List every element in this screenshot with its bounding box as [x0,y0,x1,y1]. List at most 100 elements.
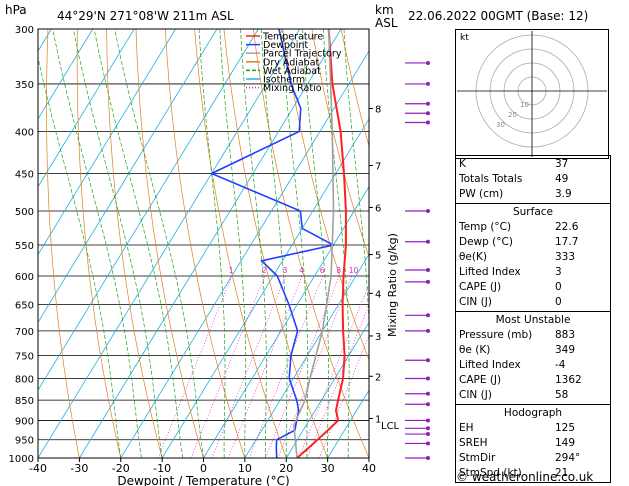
wet-adiabat [73,29,163,458]
wind-barb-station [426,376,430,381]
index-row: K 37 [459,157,607,172]
indices-table: K 37 Totals Totals 49 PW (cm) 3.9 Surface Tem… [455,155,611,483]
index-label: StmSpd (kt) [459,467,522,479]
mixing-ratio-label: 10 [349,266,359,275]
hodograph-ring-label: 20 [508,111,517,119]
dry-adiabat [46,29,80,458]
legend-entry: Mixing Ratio [263,83,322,94]
wet-adiabat [93,29,184,458]
index-value: 21 [555,467,569,479]
index-row: Lifted Index 3 [459,265,607,280]
legend-entry: Isotherm [263,75,305,86]
index-row: Temp (°C) 22.6 [459,220,607,235]
index-label: θe (K) [459,344,491,356]
height-tick-label: 6 [375,203,381,214]
index-label: StmDir [459,452,496,464]
legend-entry: Parcel Trajectory [263,49,342,60]
x-tick-label: -20 [112,462,130,475]
pressure-tick-label: 750 [15,351,34,362]
height-tick-label: 2 [375,372,381,383]
wind-barb-station [426,279,430,284]
wind-barb-station [426,358,430,363]
index-label: CAPE (J) [459,374,502,386]
pressure-tick-label: 500 [15,207,34,218]
isotherm-line [203,185,369,458]
legend-entry: Dewpoint [263,40,308,51]
pressure-tick-label: 950 [15,436,34,447]
index-label: Temp (°C) [459,221,512,233]
most-unstable-title: Most Unstable [495,314,571,326]
wind-barb-station [426,402,430,407]
pressure-tick-label: 350 [15,80,34,91]
index-label: CAPE (J) [459,281,502,293]
index-value: 333 [555,251,576,263]
wet-adiabat [219,29,247,458]
index-label: PW (cm) [459,188,504,200]
index-label: CIN (J) [459,389,492,401]
x-tick-label: 0 [200,462,207,475]
wind-barb-station [426,426,430,431]
wind-barb-station [426,111,430,116]
pressure-tick-label: 550 [15,241,34,252]
pressure-tick-label: 450 [15,169,34,180]
height-tick-label: 4 [375,289,381,300]
index-value: 3 [555,266,562,278]
isotherm-line [38,29,176,256]
pressure-tick-label: 650 [15,301,34,312]
pressure-unit-label: hPa [5,3,27,17]
general-indices: K 37 Totals Totals 49 PW (cm) 3.9 [456,156,610,204]
mixing-ratio-label: 3 [283,266,288,275]
isotherm-line [161,118,369,458]
wind-barb-station [426,441,430,446]
surface-indices: Surface Temp (°C) 22.6 Dewp (°C) 17.7 θe(K) 3… [456,204,610,312]
mixing-ratio-axis-label: Mixing Ratio (g/kg) [386,233,399,337]
wind-barb-station [426,120,430,125]
index-label: Dewp (°C) [459,236,513,248]
isotherm-line [38,29,135,188]
pressure-tick-label: 800 [15,374,34,385]
datetime-title: 22.06.2022 00GMT (Base: 12) [408,9,589,23]
location-title: 44°29'N 271°08'W 211m ASL [57,9,234,23]
wind-barb-station [426,239,430,244]
index-label: SREH [459,437,488,449]
wind-barb-station [426,432,430,437]
index-label: Lifted Index [459,359,521,371]
index-value: -4 [555,359,566,371]
pressure-tick-label: 900 [15,416,34,427]
dry-adiabat [135,29,204,458]
index-row: SREH 149 [459,436,607,451]
index-value: 1362 [555,374,582,386]
index-label: Pressure (mb) [459,329,533,341]
x-tick-label: 40 [362,462,376,475]
hodograph-ring-label: 10 [520,101,529,109]
wet-adiabat [198,29,226,458]
wind-barb-station [426,101,430,106]
index-row: PW (cm) 3.9 [459,187,607,202]
mixing-ratio-line [228,275,303,458]
index-value: 37 [555,158,569,170]
isotherm-line [0,29,10,458]
isotherm-line [38,29,301,458]
isotherm-line [120,50,369,458]
wind-barb-station [426,267,430,272]
dry-adiabat [223,29,328,458]
index-value: 3.9 [555,188,572,200]
wet-adiabat [240,29,267,458]
index-value: 49 [555,173,569,185]
series-dewpoint [209,29,336,458]
index-label: K [459,158,466,170]
height-tick-label: 5 [375,251,381,262]
pressure-tick-label: 400 [15,128,34,139]
index-value: 0 [555,296,562,308]
mixing-ratio-line [298,283,369,458]
hodograph-ring-label: 30 [496,121,505,129]
pressure-tick-label: 600 [15,272,34,283]
height-tick-label: 7 [375,161,381,172]
index-label: Totals Totals [459,173,523,185]
index-row: CIN (J) 58 [459,388,607,403]
wind-barb-station [426,81,430,86]
index-value: 149 [555,437,576,449]
isotherm-line [244,253,369,458]
